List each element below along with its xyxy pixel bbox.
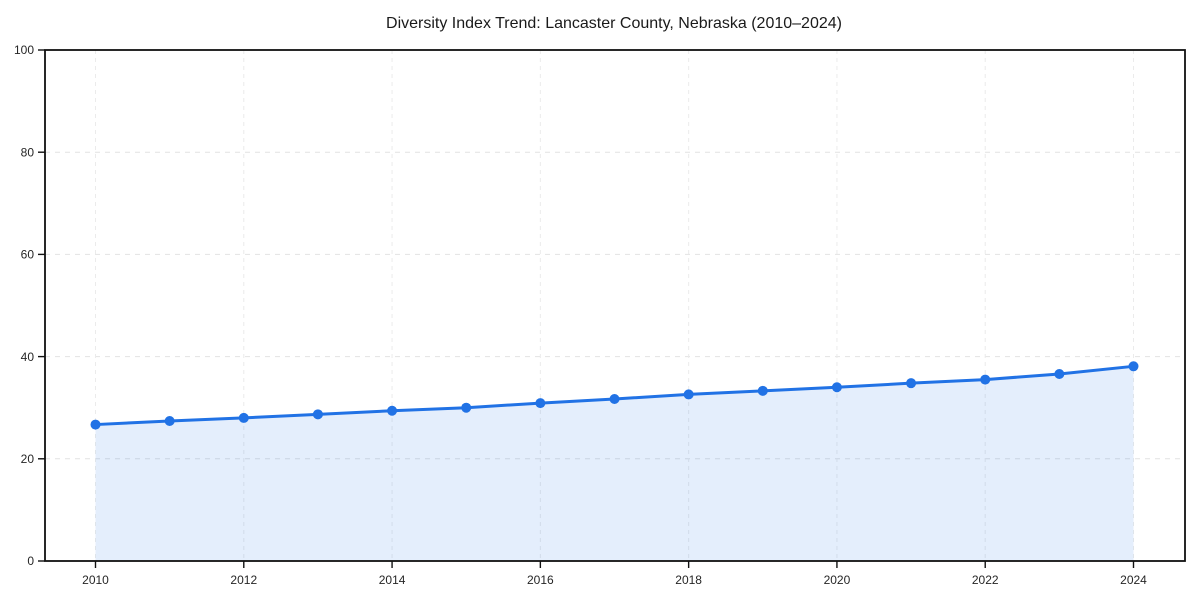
x-tick-label-2016: 2016 [527, 573, 554, 587]
y-tick-label-40: 40 [21, 350, 35, 364]
y-tick-label-80: 80 [21, 145, 35, 159]
x-tick-label-2012: 2012 [230, 573, 257, 587]
data-point-2016 [535, 398, 546, 409]
plot-border [44, 49, 1186, 562]
chart-title: Diversity Index Trend: Lancaster County,… [386, 15, 842, 32]
data-point-2021 [906, 378, 917, 389]
x-tick-label-2010: 2010 [82, 573, 109, 587]
axes [38, 49, 1186, 568]
data-point-2020 [831, 382, 842, 393]
y-tick-label-60: 60 [21, 248, 35, 262]
data-point-2012 [238, 412, 249, 423]
data-point-2024 [1128, 361, 1139, 372]
data-point-2017 [609, 394, 620, 405]
area-fill-path [95, 366, 1134, 561]
data-points [90, 361, 1139, 430]
x-tick-label-2020: 2020 [824, 573, 851, 587]
x-tick-label-2022: 2022 [972, 573, 999, 587]
data-point-2023 [1054, 368, 1065, 379]
data-point-2019 [757, 385, 768, 396]
data-point-2010 [90, 419, 101, 430]
y-tick-label-100: 100 [14, 43, 34, 57]
tick-labels: 0 20 40 60 80 100 2010 2012 2014 2016 2018 2020 2022… [14, 43, 1147, 587]
y-tick-label-0: 0 [27, 554, 34, 568]
data-point-2014 [387, 405, 398, 416]
data-point-2013 [312, 409, 323, 420]
x-tick-label-2014: 2014 [379, 573, 406, 587]
x-tick-label-2018: 2018 [675, 573, 702, 587]
data-point-2011 [164, 415, 175, 426]
area-fill [95, 366, 1134, 561]
data-point-2018 [683, 389, 694, 400]
data-point-2022 [980, 374, 991, 385]
gridlines [45, 50, 1185, 561]
y-tick-label-20: 20 [21, 452, 35, 466]
data-point-2015 [461, 402, 472, 413]
x-tick-label-2024: 2024 [1120, 573, 1147, 587]
